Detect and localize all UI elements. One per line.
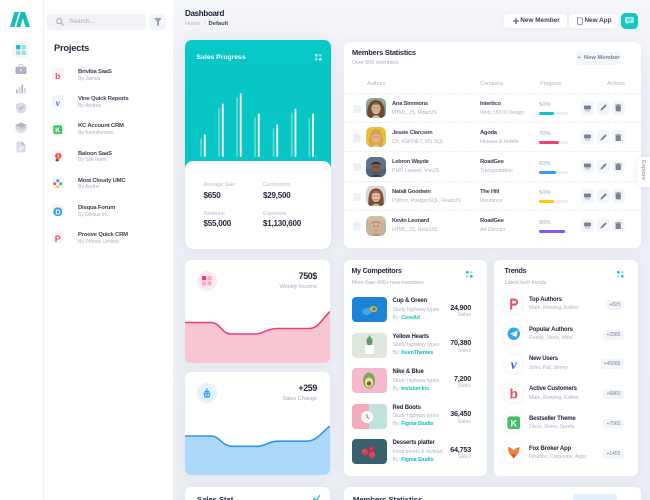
svg-text:P: P	[55, 234, 61, 244]
svg-text:D: D	[55, 208, 60, 216]
svg-text:K: K	[55, 125, 61, 134]
svg-text:v: v	[510, 358, 517, 373]
svg-text:b: b	[55, 70, 60, 80]
svg-text:K: K	[510, 418, 517, 429]
svg-text:v: v	[56, 98, 61, 108]
svg-text:b: b	[509, 386, 517, 401]
